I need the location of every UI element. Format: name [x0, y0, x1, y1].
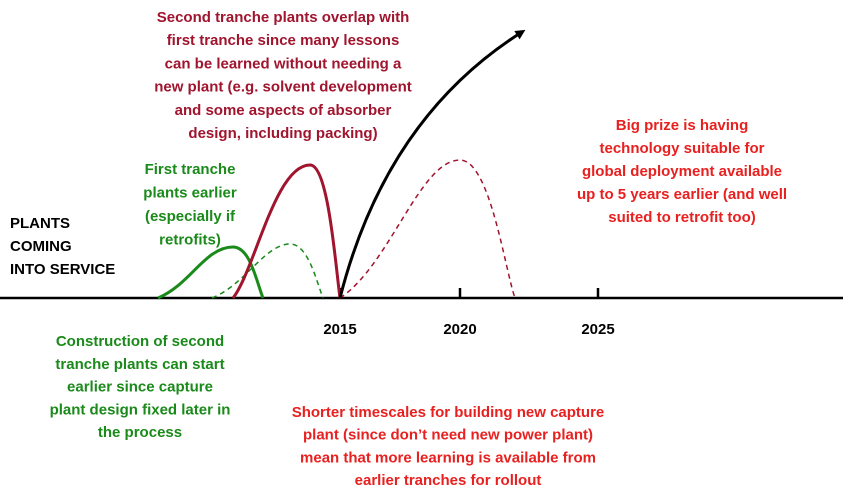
axis-label: INTO SERVICE — [10, 261, 115, 278]
first-tranche-shifted-curve — [211, 243, 324, 299]
axis-label: COMING — [10, 238, 72, 255]
annotation: suited to retrofit too) — [608, 209, 755, 226]
annotation: can be learned without needing a — [165, 55, 402, 72]
annotation: retrofits) — [159, 231, 221, 248]
second-tranche-curve — [231, 163, 342, 299]
annotation: Shorter timescales for building new capt… — [292, 404, 605, 421]
second-tranche-shifted-curve — [339, 159, 516, 299]
annotation: design, including packing) — [188, 125, 377, 142]
deployment-arrow — [338, 29, 526, 299]
annotation: global deployment available — [582, 163, 782, 180]
annotation: mean that more learning is available fro… — [300, 449, 596, 466]
annotation: earlier tranches for rollout — [355, 472, 542, 489]
annotation: plants earlier — [143, 184, 237, 201]
annotation: tranche plants can start — [55, 356, 224, 373]
annotation: first tranche since many lessons — [167, 32, 400, 49]
annotation: up to 5 years earlier (and well — [577, 186, 787, 203]
annotation: plant design fixed later in — [50, 401, 231, 418]
annotation: the process — [98, 424, 182, 441]
annotation: technology suitable for — [599, 140, 764, 157]
annotation: Second tranche plants overlap with — [157, 9, 410, 26]
axis-label: PLANTS — [10, 215, 70, 232]
annotation: earlier since capture — [67, 379, 213, 396]
annotation: plant (since don’t need new power plant) — [303, 427, 593, 444]
annotation: (especially if — [145, 208, 236, 225]
annotation: First tranche — [145, 161, 236, 178]
annotation: Construction of second — [56, 333, 224, 350]
first-tranche-curve — [157, 245, 265, 300]
annotation: Big prize is having — [616, 117, 749, 134]
annotation: and some aspects of absorber — [175, 102, 392, 119]
tick-label: 2025 — [581, 321, 614, 338]
tick-label: 2015 — [323, 321, 356, 338]
tick-label: 2020 — [443, 321, 476, 338]
annotation: new plant (e.g. solvent development — [154, 79, 412, 96]
